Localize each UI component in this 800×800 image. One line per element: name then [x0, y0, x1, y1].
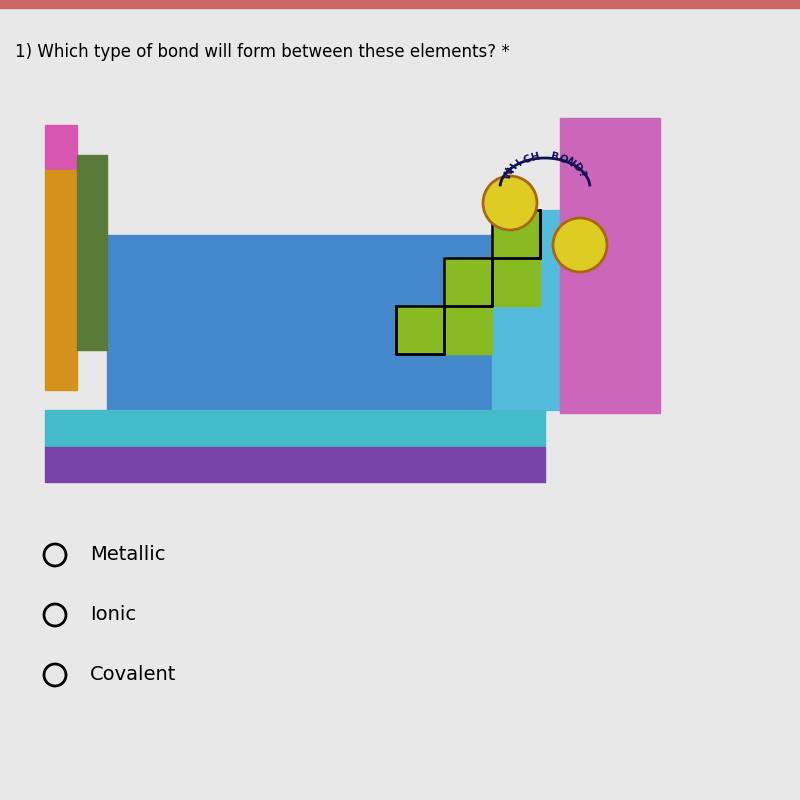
- Bar: [45, 447, 545, 482]
- Text: W: W: [502, 166, 516, 181]
- Circle shape: [553, 218, 607, 272]
- Bar: [45, 125, 77, 170]
- Text: O: O: [557, 153, 569, 166]
- Text: Ionic: Ionic: [90, 606, 136, 625]
- Text: D: D: [570, 162, 583, 174]
- Bar: [396, 306, 492, 354]
- Bar: [492, 210, 587, 410]
- Text: B: B: [549, 151, 559, 162]
- Bar: [107, 235, 492, 410]
- Text: C: C: [522, 153, 533, 166]
- Text: I: I: [514, 158, 524, 168]
- Text: Covalent: Covalent: [90, 666, 176, 685]
- Bar: [444, 258, 540, 306]
- Text: 1) Which type of bond will form between these elements? *: 1) Which type of bond will form between …: [15, 43, 510, 61]
- Bar: [45, 170, 77, 390]
- Text: H: H: [506, 162, 520, 174]
- Bar: [77, 155, 107, 350]
- Bar: [45, 410, 545, 447]
- Bar: [560, 118, 660, 413]
- Circle shape: [483, 176, 537, 230]
- Text: ?: ?: [575, 170, 586, 178]
- Text: N: N: [564, 156, 577, 170]
- Text: Metallic: Metallic: [90, 546, 166, 565]
- Bar: [492, 210, 540, 258]
- Bar: [0, 0, 800, 8]
- Text: H: H: [530, 151, 542, 162]
